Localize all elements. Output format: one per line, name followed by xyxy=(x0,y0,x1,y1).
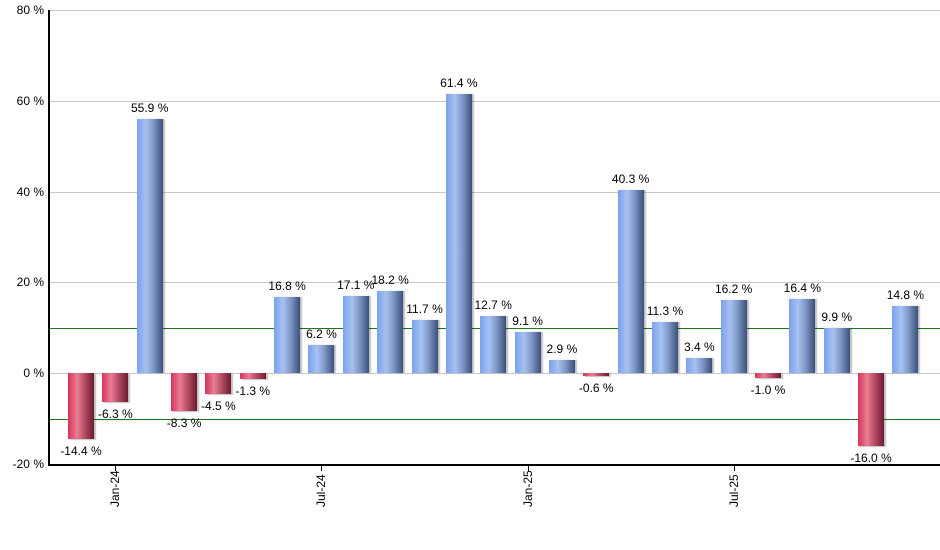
y-tick-label: 40 % xyxy=(16,185,44,199)
bar-aug-25 xyxy=(755,373,781,378)
data-label: -1.3 % xyxy=(235,384,271,399)
data-label: 16.4 % xyxy=(783,280,822,295)
bar-feb-24 xyxy=(136,119,163,374)
data-label: 14.8 % xyxy=(886,288,925,302)
data-label: -14.4 % xyxy=(60,443,102,458)
bar-apr-25 xyxy=(617,190,644,374)
bar-jun-25 xyxy=(686,357,713,374)
data-label: 16.2 % xyxy=(714,281,753,296)
bar-jul-24 xyxy=(308,345,335,374)
bar-jan-24 xyxy=(102,373,129,402)
gridline xyxy=(49,101,940,102)
data-label: -16.0 % xyxy=(850,450,892,465)
y-tick-label: -20 % xyxy=(12,457,44,471)
x-axis xyxy=(48,464,940,466)
data-label: 6.2 % xyxy=(306,327,337,342)
data-label: -0.6 % xyxy=(578,380,614,395)
y-tick-label: 20 % xyxy=(16,275,44,289)
bar-jan-25 xyxy=(514,331,541,374)
data-label: 16.8 % xyxy=(268,278,306,293)
data-label: 18.2 % xyxy=(371,272,409,287)
bar-nov-24 xyxy=(445,94,472,374)
bar-apr-24 xyxy=(205,373,232,394)
data-label: 11.7 % xyxy=(406,302,443,317)
data-label: -1.0 % xyxy=(750,382,786,397)
x-tick-mark xyxy=(734,465,735,471)
gridline xyxy=(49,192,940,193)
bar-dec-25 xyxy=(892,306,919,374)
data-label: 61.4 % xyxy=(440,76,478,91)
data-label: 55.9 % xyxy=(131,101,169,116)
bar-oct-24 xyxy=(411,320,438,374)
data-label: -4.5 % xyxy=(201,398,236,413)
x-tick-label: Jan-25 xyxy=(521,470,535,507)
bar-dec-23 xyxy=(68,373,94,439)
bar-oct-25 xyxy=(823,328,850,374)
reference-line xyxy=(49,419,940,420)
data-label: 17.1 % xyxy=(337,277,375,292)
x-tick-label: Jul-25 xyxy=(727,474,741,507)
bar-may-24 xyxy=(239,373,266,380)
data-label: 12.7 % xyxy=(474,297,512,312)
data-label: 9.1 % xyxy=(512,313,543,328)
y-tick-label: 0 % xyxy=(23,366,44,380)
data-label: -6.3 % xyxy=(98,406,133,421)
bar-mar-25 xyxy=(583,373,610,376)
gridline xyxy=(49,373,940,374)
y-tick-label: 80 % xyxy=(16,3,44,17)
x-tick-mark xyxy=(115,465,116,471)
bar-nov-25 xyxy=(858,373,885,446)
y-tick-label: 60 % xyxy=(16,94,44,108)
bar-sep-25 xyxy=(789,298,816,374)
y-axis xyxy=(48,10,50,465)
bar-dec-24 xyxy=(480,315,507,374)
gridline xyxy=(49,10,940,11)
data-label: -8.3 % xyxy=(166,415,202,430)
bar-jun-24 xyxy=(274,296,301,374)
data-label: 40.3 % xyxy=(611,172,650,187)
x-tick-mark xyxy=(321,465,322,471)
data-label: 9.9 % xyxy=(821,310,853,325)
bar-mar-24 xyxy=(171,373,198,411)
bar-jul-25 xyxy=(720,299,747,374)
gridline xyxy=(49,282,940,283)
data-label: 11.3 % xyxy=(646,303,684,318)
data-label: 2.9 % xyxy=(546,342,578,357)
bar-aug-24 xyxy=(342,295,369,374)
x-tick-mark xyxy=(528,465,529,471)
bar-may-25 xyxy=(651,321,678,374)
data-label: 3.4 % xyxy=(683,339,715,354)
x-tick-label: Jan-24 xyxy=(108,470,122,507)
bar-sep-24 xyxy=(377,290,404,374)
x-tick-label: Jul-24 xyxy=(314,474,328,507)
bar-feb-25 xyxy=(548,360,575,374)
